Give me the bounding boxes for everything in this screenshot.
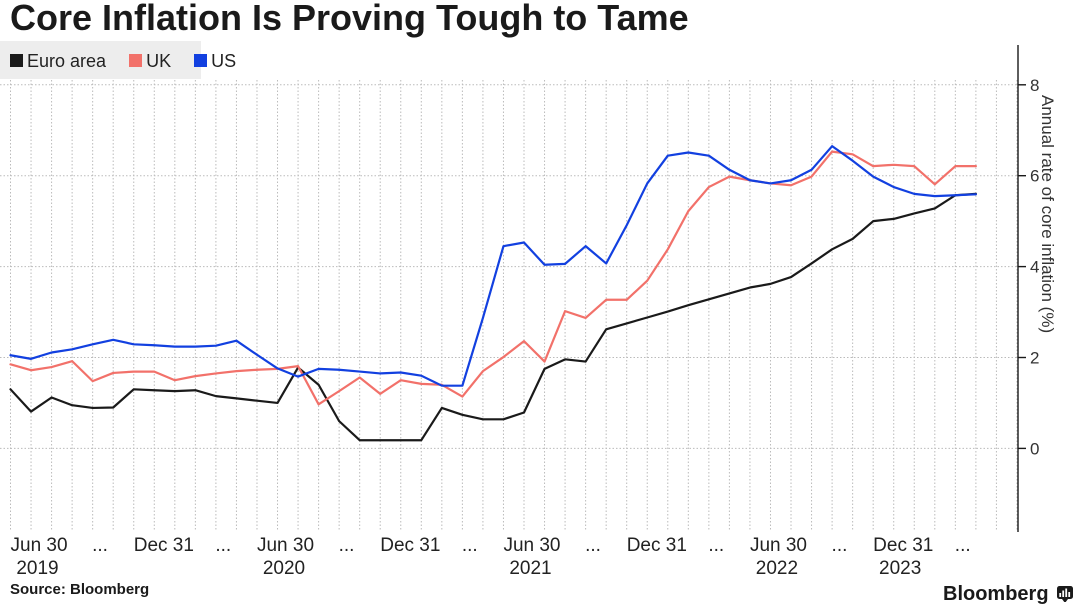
svg-text:Dec 31: Dec 31 (627, 535, 687, 556)
svg-text:Dec 31: Dec 31 (134, 535, 194, 556)
svg-text:4: 4 (1030, 258, 1039, 277)
svg-text:...: ... (215, 535, 231, 556)
svg-text:...: ... (92, 535, 108, 556)
svg-text:2023: 2023 (879, 558, 921, 579)
svg-text:...: ... (462, 535, 478, 556)
svg-text:8: 8 (1030, 76, 1039, 95)
svg-text:2020: 2020 (263, 558, 305, 579)
svg-text:...: ... (339, 535, 355, 556)
svg-text:...: ... (708, 535, 724, 556)
svg-text:Jun 30: Jun 30 (503, 535, 560, 556)
svg-text:...: ... (955, 535, 971, 556)
svg-text:Dec 31: Dec 31 (380, 535, 440, 556)
svg-text:2019: 2019 (16, 558, 58, 579)
svg-text:6: 6 (1030, 167, 1039, 186)
svg-text:Jun 30: Jun 30 (750, 535, 807, 556)
svg-text:2: 2 (1030, 349, 1039, 368)
svg-text:Jun 30: Jun 30 (257, 535, 314, 556)
svg-text:Dec 31: Dec 31 (873, 535, 933, 556)
svg-text:2021: 2021 (509, 558, 551, 579)
svg-text:2022: 2022 (756, 558, 798, 579)
svg-text:...: ... (585, 535, 601, 556)
svg-text:0: 0 (1030, 439, 1039, 458)
svg-text:...: ... (832, 535, 848, 556)
svg-text:Jun 30: Jun 30 (11, 535, 68, 556)
